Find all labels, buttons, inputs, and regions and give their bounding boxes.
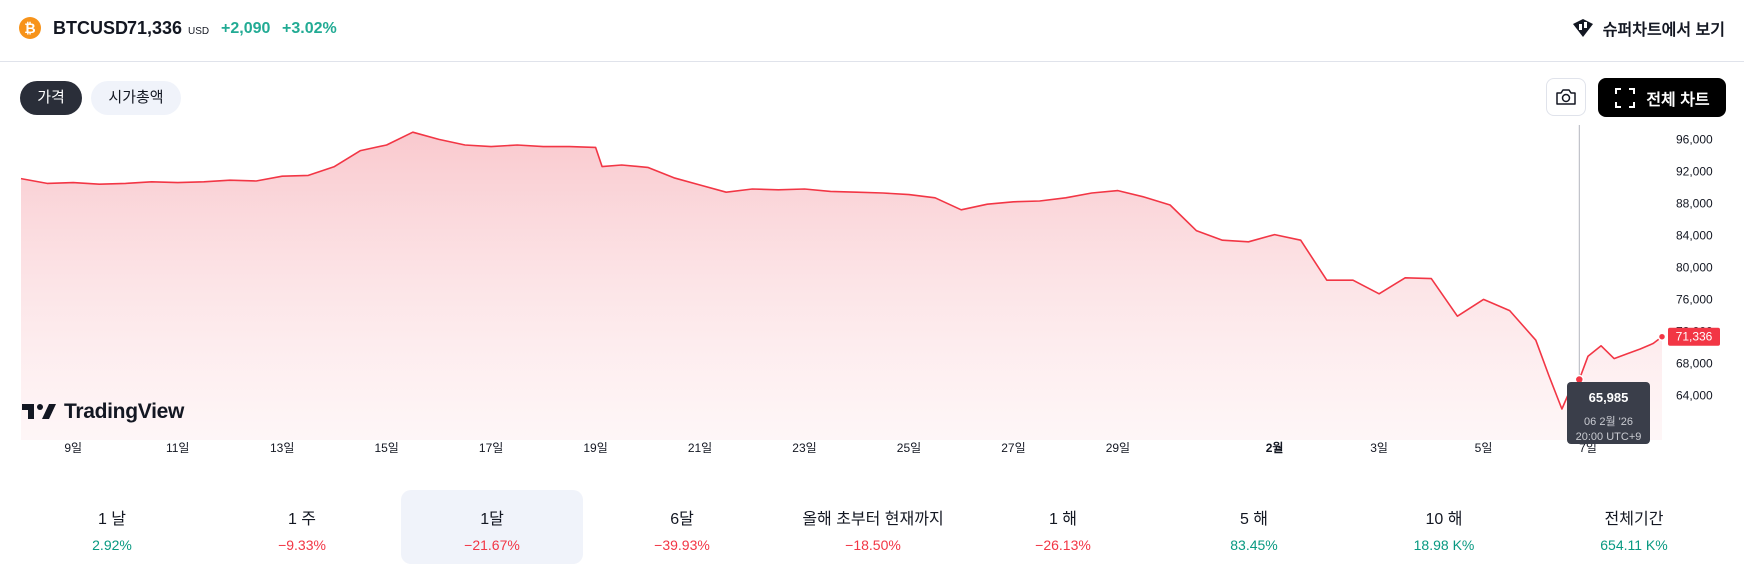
y-tick-label: 68,000	[1676, 356, 1713, 370]
last-price-point	[1657, 332, 1667, 341]
x-tick-label: 19일	[583, 441, 607, 455]
tradingview-icon	[22, 404, 56, 419]
y-tick-label: 64,000	[1676, 388, 1713, 402]
price-area	[21, 132, 1662, 440]
period-8[interactable]: 전체기간 654.11 K%	[1543, 490, 1725, 564]
x-tick-label: 13일	[270, 441, 294, 455]
period-4[interactable]: 올해 초부터 현재까지 −18.50%	[782, 490, 964, 564]
tooltip-value: 65,985	[1588, 390, 1629, 405]
tradingview-wordmark: TradingView	[64, 400, 185, 423]
full-chart-label: 전체 차트	[1646, 91, 1710, 109]
symbol-header: ₿ BTCUSD 71,336 USD +2,090 +3.02% 슈퍼차트에서…	[0, 0, 1744, 62]
x-tick-label: 29일	[1106, 441, 1130, 455]
fullscreen-icon	[1615, 87, 1636, 108]
currency-label: USD	[188, 26, 210, 37]
camera-icon	[1556, 89, 1576, 105]
tooltip-date: 06 2월 '26	[1584, 416, 1633, 428]
x-tick-label: 2월	[1266, 440, 1284, 455]
full-chart-button[interactable]: 전체 차트	[1598, 78, 1726, 117]
period-change: −39.93%	[654, 537, 710, 553]
supercharts-icon	[1572, 19, 1593, 37]
snapshot-button[interactable]	[1546, 78, 1586, 116]
x-tick-label: 3일	[1370, 441, 1388, 455]
y-tick-label: 88,000	[1676, 196, 1713, 210]
period-3[interactable]: 6달 −39.93%	[591, 490, 773, 564]
period-change: 18.98 K%	[1413, 537, 1475, 553]
y-tick-label: 80,000	[1676, 260, 1713, 274]
crosshair-tooltip: 65,985 06 2월 '26 20:00 UTC+9	[1567, 382, 1650, 444]
y-tick-label: 96,000	[1676, 132, 1713, 146]
x-tick-label: 23일	[792, 441, 816, 455]
x-tick-label: 9일	[64, 441, 82, 455]
supercharts-link[interactable]: 슈퍼차트에서 보기	[1571, 16, 1725, 40]
last-price: 71,336	[127, 18, 183, 38]
period-label: 5 해	[1239, 511, 1269, 528]
last-price-label: 71,336	[1676, 330, 1713, 344]
x-tick-label: 17일	[479, 441, 503, 455]
x-tick-label: 5일	[1475, 441, 1493, 455]
period-label: 1 해	[1048, 511, 1078, 528]
tradingview-logo: TradingView	[22, 400, 184, 424]
x-tick-label: 15일	[374, 441, 398, 455]
tab-market-cap[interactable]: 시가총액	[91, 81, 181, 115]
period-change: −18.50%	[845, 537, 901, 553]
price-chart[interactable]: 96,00092,00088,00084,00080,00076,00072,0…	[0, 125, 1744, 465]
period-label: 1 날	[97, 511, 127, 528]
period-label: 10 해	[1425, 511, 1463, 528]
period-7[interactable]: 10 해 18.98 K%	[1353, 490, 1535, 564]
x-tick-label: 25일	[897, 441, 921, 455]
tooltip-time: 20:00 UTC+9	[1575, 431, 1642, 443]
period-change: 2.92%	[92, 537, 132, 553]
tab-price[interactable]: 가격	[20, 81, 82, 115]
price-change: +2,090	[221, 20, 271, 37]
period-1[interactable]: 1 주 −9.33%	[211, 490, 393, 564]
period-change: −21.67%	[464, 537, 520, 553]
supercharts-label: 슈퍼차트에서 보기	[1602, 22, 1725, 39]
x-tick-label: 11일	[166, 441, 190, 455]
period-label: 전체기간	[1604, 511, 1664, 528]
period-change: 83.45%	[1230, 537, 1278, 553]
period-5[interactable]: 1 해 −26.13%	[972, 490, 1154, 564]
price-line	[20, 131, 1663, 410]
period-6[interactable]: 5 해 83.45%	[1163, 490, 1345, 564]
period-label: 올해 초부터 현재까지	[802, 511, 944, 528]
x-tick-label: 7일	[1579, 441, 1597, 455]
y-tick-label: 92,000	[1676, 164, 1713, 178]
period-change: −26.13%	[1035, 537, 1091, 553]
x-tick-label: 21일	[688, 441, 712, 455]
period-label: 1 주	[287, 511, 317, 528]
last-price-tag	[1668, 327, 1720, 346]
period-label: 1달	[480, 511, 504, 528]
period-change: 654.11 K%	[1600, 537, 1668, 553]
period-0[interactable]: 1 날 2.92%	[21, 490, 203, 564]
period-change: −9.33%	[278, 537, 326, 553]
bitcoin-icon: ₿	[19, 17, 41, 39]
y-tick-label: 76,000	[1676, 292, 1713, 306]
y-tick-label: 84,000	[1676, 228, 1713, 242]
period-2[interactable]: 1달 −21.67%	[401, 490, 583, 564]
price-change-percent: +3.02%	[282, 20, 337, 37]
period-label: 6달	[670, 511, 694, 528]
symbol-name[interactable]: BTCUSD	[53, 18, 128, 38]
x-tick-label: 27일	[1001, 441, 1025, 455]
